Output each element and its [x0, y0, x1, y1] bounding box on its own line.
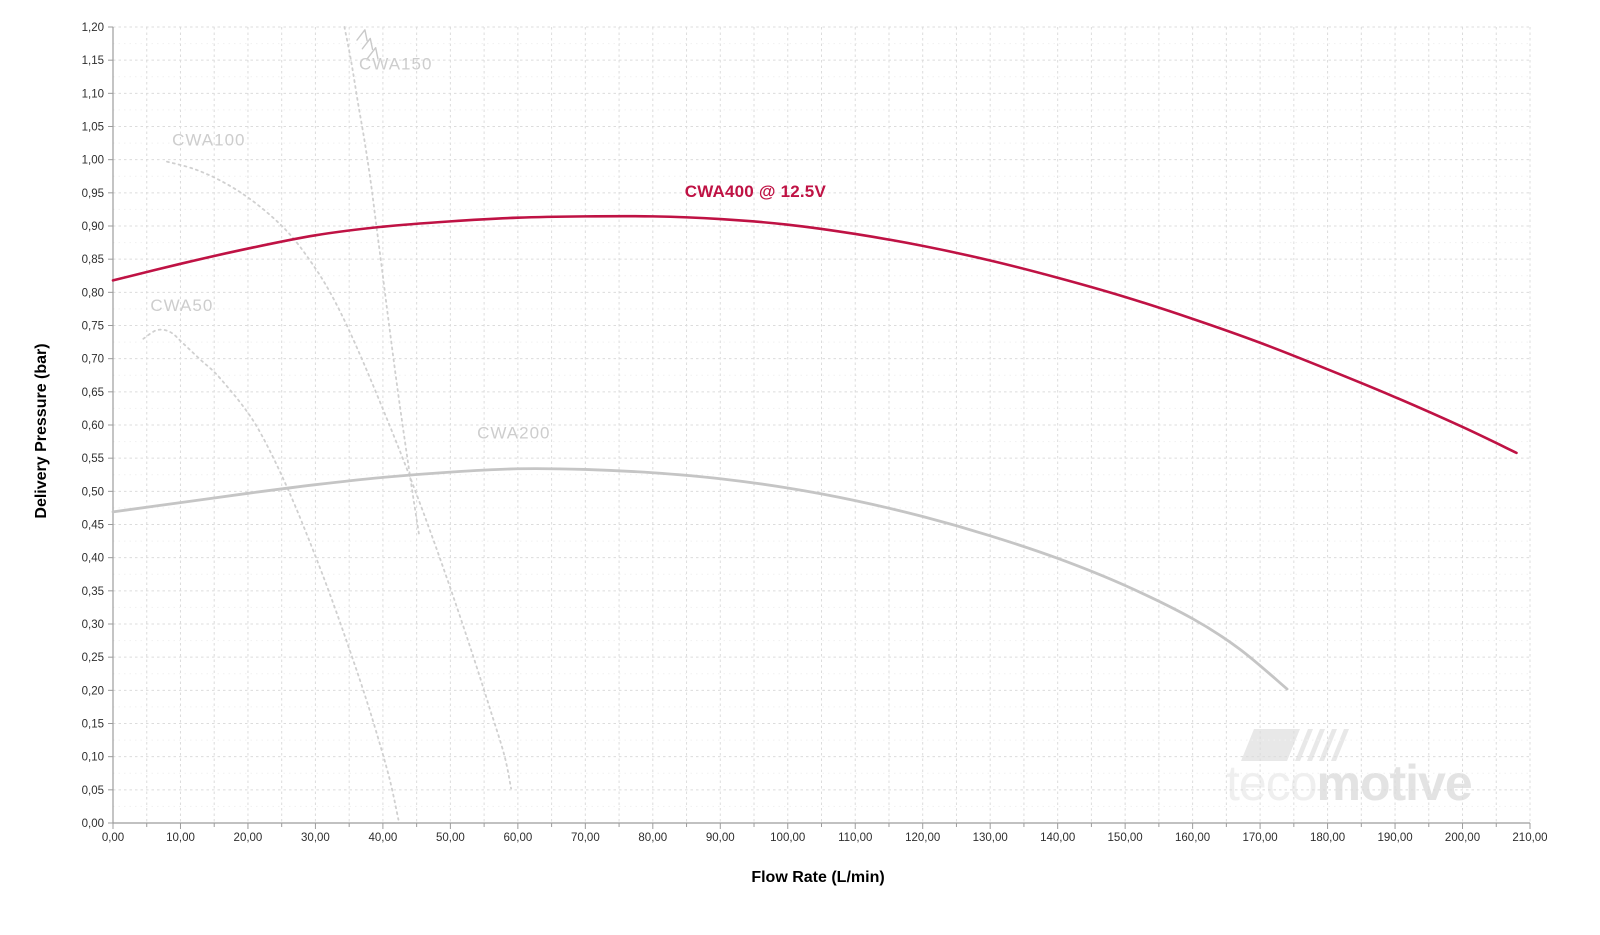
y-tick-label: 1,05 — [82, 122, 104, 134]
curve-labels: CWA50 CWA100 CWA150 CWA200 CWA400 @ 12.5V — [150, 54, 826, 442]
y-tick-label: 0,15 — [82, 719, 104, 731]
x-tick-label: 170,00 — [1243, 832, 1278, 844]
tecomotive-logo-stripe-icon — [1295, 729, 1313, 761]
x-tick-label: 210,00 — [1512, 832, 1547, 844]
y-tick-label: 0,30 — [82, 619, 104, 631]
y-tick-label: 0,40 — [82, 553, 104, 565]
y-tick-label: 0,90 — [82, 221, 104, 233]
y-tick-label: 0,95 — [82, 188, 104, 200]
gridlines-major — [113, 26, 1531, 823]
cwa150-continuation-arrows — [356, 29, 379, 60]
x-tick-label: 180,00 — [1310, 832, 1345, 844]
continuation-arrow-icon — [356, 29, 368, 42]
y-tick-label: 0,75 — [82, 321, 104, 333]
x-tick-label: 70,00 — [571, 832, 600, 844]
curve-cwa150 — [343, 26, 421, 538]
tecomotive-logo-stripe-icon — [1319, 729, 1337, 761]
x-tick-label: 50,00 — [436, 832, 465, 844]
y-tick-label: 0,80 — [82, 287, 104, 299]
x-tick-label: 60,00 — [503, 832, 532, 844]
curve-label-cwa100: CWA100 — [172, 131, 245, 150]
curve-cwa400 — [111, 214, 1518, 455]
tecomotive-logo-stripe-icon — [1307, 729, 1325, 761]
y-tick-label: 0,00 — [82, 818, 104, 830]
curve-cwa100 — [166, 160, 513, 790]
y-tick-label: 0,60 — [82, 420, 104, 432]
y-tick-label: 0,05 — [82, 785, 104, 797]
continuation-arrow-icon — [361, 37, 374, 51]
tecomotive-logo-stripe-icon — [1331, 729, 1349, 761]
x-tick-label: 110,00 — [838, 832, 872, 844]
x-tick-label: 30,00 — [301, 832, 330, 844]
y-tick-label: 1,15 — [82, 55, 104, 67]
curve-label-cwa150: CWA150 — [359, 54, 432, 73]
series-curves — [111, 26, 1518, 821]
x-tick-label: 130,00 — [973, 832, 1008, 844]
x-tick-label: 10,00 — [166, 832, 195, 844]
curve-label-cwa400: CWA400 @ 12.5V — [685, 182, 827, 201]
x-tick-label: 80,00 — [638, 832, 667, 844]
y-tick-label: 0,25 — [82, 652, 104, 664]
y-tick-label: 0,70 — [82, 354, 104, 366]
curve-label-cwa200: CWA200 — [477, 423, 550, 442]
y-tick-label: 0,50 — [82, 486, 104, 498]
x-tick-label: 20,00 — [234, 832, 263, 844]
curve-label-cwa50: CWA50 — [150, 296, 213, 315]
y-tick-label: 0,10 — [82, 752, 104, 764]
x-axis-title: Flow Rate (L/min) — [751, 869, 885, 886]
y-tick-label: 0,45 — [82, 520, 104, 532]
tick-marks — [108, 26, 1531, 829]
tecomotive-logo: tecomotive — [1226, 729, 1473, 811]
y-tick-label: 0,55 — [82, 453, 104, 465]
x-tick-label: 0,00 — [102, 832, 124, 844]
curve-cwa200 — [111, 467, 1289, 691]
plot-area: tecomotive 0,00 10,00 20,00 30,00 40,00 50,00 6… — [82, 22, 1548, 844]
tecomotive-logo-text: tecomotive — [1226, 755, 1472, 811]
x-tick-label: 160,00 — [1175, 832, 1210, 844]
y-tick-label: 0,65 — [82, 387, 104, 399]
x-tick-label: 190,00 — [1377, 832, 1412, 844]
x-tick-label: 140,00 — [1040, 832, 1075, 844]
y-tick-label: 1,20 — [82, 22, 104, 34]
x-tick-label: 200,00 — [1445, 832, 1480, 844]
x-tick-labels: 0,00 10,00 20,00 30,00 40,00 50,00 60,00 70,00 8… — [102, 832, 1548, 844]
curve-cwa50 — [142, 328, 400, 821]
tecomotive-logo-mark-icon — [1241, 729, 1300, 761]
x-tick-label: 150,00 — [1108, 832, 1143, 844]
y-tick-label: 1,00 — [82, 155, 104, 167]
continuation-arrow-icon — [367, 47, 379, 60]
x-tick-label: 120,00 — [905, 832, 940, 844]
x-tick-label: 100,00 — [770, 832, 805, 844]
y-tick-label: 0,20 — [82, 685, 104, 697]
x-tick-label: 90,00 — [706, 832, 735, 844]
y-tick-label: 0,35 — [82, 586, 104, 598]
y-tick-labels: 1,20 1,15 1,10 1,05 1,00 0,95 0,90 0,85 0,80 0,75… — [82, 22, 104, 830]
x-tick-label: 40,00 — [369, 832, 398, 844]
y-tick-label: 1,10 — [82, 88, 104, 100]
y-tick-label: 0,85 — [82, 254, 104, 266]
